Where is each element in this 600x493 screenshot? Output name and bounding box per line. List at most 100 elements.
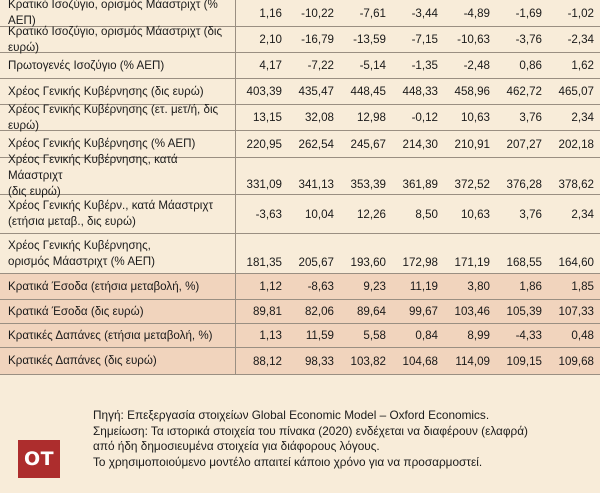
source-note: Πηγή: Επεξεργασία στοιχείων Global Econo…: [93, 408, 490, 422]
row-label: Κρατικά Έσοδα (ετήσια μεταβολή, %): [0, 274, 236, 299]
table-cell: -8,63: [307, 280, 334, 293]
table-cell: 181,35: [246, 256, 282, 269]
row-label-line: Χρέος Γενικής Κυβέρν., κατά Μάαστριχτ: [8, 199, 214, 212]
table-cell: 2,10: [259, 33, 282, 46]
row-label-line: (δις ευρώ): [8, 185, 61, 198]
table-row: Κρατικές Δαπάνες (ετήσια μεταβολή, %) 1,…: [0, 324, 600, 348]
table-cell: 5,58: [363, 329, 386, 342]
table-row: Χρέος Γενικής Κυβέρνησης, κατά Μάαστριχτ…: [0, 153, 600, 198]
table-cell: 205,67: [298, 256, 334, 269]
table-cell: 10,04: [304, 207, 334, 221]
table-cell: 245,67: [350, 137, 386, 151]
table-cell: 82,06: [304, 305, 334, 318]
row-label: Κρατικές Δαπάνες (ετήσια μεταβολή, %): [0, 324, 236, 347]
row-label: Χρέος Γενικής Κυβέρνησης (% ΑΕΠ): [0, 131, 236, 157]
table-cell: 114,09: [455, 354, 490, 368]
table-cell: -16,79: [301, 33, 334, 46]
table-cell: 4,17: [259, 59, 282, 72]
table-cell: 2,34: [571, 111, 594, 124]
table-cell: 361,89: [402, 178, 438, 191]
table-cell: 214,30: [402, 137, 438, 151]
table-cell: -1,35: [411, 59, 438, 72]
table-cell: -10,22: [301, 6, 334, 20]
table-cell: 89,81: [252, 305, 282, 318]
table-cell: 3,80: [467, 280, 490, 293]
table-cell: 9,23: [363, 280, 386, 293]
table-cell: 1,12: [259, 280, 282, 293]
ot-logo: OT: [18, 440, 60, 478]
table-row: Χρέος Γενικής Κυβέρνησης (ετ. μετ/ή, δις…: [0, 103, 600, 132]
table-cell: 1,16: [259, 6, 282, 20]
table-cell: 98,33: [304, 354, 334, 368]
table-cell: 10,63: [460, 207, 490, 221]
table-cell: 403,39: [246, 85, 282, 98]
table-cell: 1,13: [259, 329, 282, 342]
table-row: Χρέος Γενικής Κυβέρνησης (% ΑΕΠ) 220,95 …: [0, 131, 600, 158]
table-cell: 164,60: [558, 256, 594, 269]
table-cell: -4,89: [463, 6, 490, 20]
table-cell: 448,33: [402, 85, 438, 98]
table-cell: 0,86: [519, 59, 542, 72]
table-cell: 107,33: [558, 305, 594, 318]
table-cell: -4,33: [515, 329, 542, 342]
table-cell: -13,59: [353, 33, 386, 46]
table-cell: -0,12: [411, 111, 438, 124]
table-cell: 210,91: [454, 137, 490, 151]
table-cell: 1,86: [519, 280, 542, 293]
table-row: Χρέος Γενικής Κυβέρνησης (δις ευρώ) 403,…: [0, 79, 600, 105]
table-cell: 89,64: [356, 305, 386, 318]
table-cell: 202,18: [558, 137, 594, 151]
table-cell: 168,55: [506, 256, 542, 269]
table-cell: 103,82: [350, 354, 386, 368]
table-cell: 12,98: [356, 111, 386, 124]
table-cell: 3,76: [519, 207, 542, 221]
table-cell: 12,26: [356, 207, 386, 221]
table-cell: 0,48: [571, 329, 594, 342]
table-cell: 1,62: [571, 59, 594, 72]
table-cell: -7,61: [359, 6, 386, 20]
table-cell: 458,96: [454, 85, 490, 98]
table-cell: 32,08: [304, 111, 334, 124]
table-cell: -2,48: [463, 59, 490, 72]
table-cell: 376,28: [506, 178, 542, 191]
note-line: Το χρησιμοποιούμενο μοντέλο απαιτεί κάπο…: [93, 454, 483, 469]
table-cell: -3,63: [255, 207, 282, 221]
table-cell: 103,46: [454, 305, 490, 318]
row-label-line: Χρέος Γενικής Κυβέρνησης,: [8, 238, 151, 252]
footer-notes: Πηγή: Επεξεργασία στοιχείων Global Econo…: [93, 408, 593, 470]
row-label: Χρέος Γενικής Κυβέρνησης (δις ευρώ): [0, 79, 236, 104]
fiscal-data-table: Κρατικό Ισοζύγιο, ορισμός Μάαστριχτ (% Α…: [0, 0, 600, 375]
table-cell: 341,13: [298, 178, 334, 191]
table-cell: 99,67: [408, 305, 438, 318]
table-cell: 105,39: [506, 305, 542, 318]
row-label: Κρατικό Ισοζύγιο, ορισμός Μάαστριχτ (δις…: [0, 25, 236, 54]
table-cell: -1,02: [567, 6, 594, 20]
row-label-line: Χρέος Γενικής Κυβέρνησης, κατά Μάαστριχτ: [8, 153, 178, 182]
row-label-line: (ετήσια μεταβ., δις ευρώ): [8, 215, 136, 228]
table-cell: 465,07: [558, 85, 594, 98]
table-cell: -7,15: [411, 33, 438, 46]
table-cell: 10,63: [460, 111, 490, 124]
table-row: Κρατικά Έσοδα (ετήσια μεταβολή, %) 1,12 …: [0, 274, 600, 300]
table-cell: 2,34: [571, 207, 594, 221]
table-cell: 13,15: [252, 111, 282, 124]
table-cell: -3,76: [515, 33, 542, 46]
table-cell: 462,72: [506, 85, 542, 98]
row-label-line: ορισμός Μάαστριχτ (% ΑΕΠ): [8, 254, 156, 268]
table-cell: -10,63: [457, 33, 490, 46]
table-cell: 331,09: [246, 178, 282, 191]
table-cell: 3,76: [519, 111, 542, 124]
table-cell: -1,69: [515, 6, 542, 20]
table-cell: 171,19: [454, 256, 490, 269]
table-cell: -2,34: [567, 33, 594, 46]
table-cell: 448,45: [350, 85, 386, 98]
table-cell: 1,85: [571, 280, 594, 293]
table-cell: 109,68: [558, 354, 594, 368]
row-label: Χρέος Γενικής Κυβέρνησης (ετ. μετ/ή, δις…: [0, 103, 236, 132]
row-label: Κρατικό Ισοζύγιο, ορισμός Μάαστριχτ (% Α…: [0, 0, 236, 27]
note-line: από ήδη δημοσιευμένα στοιχεία για διάφορ…: [93, 439, 380, 454]
table-cell: 435,47: [298, 85, 334, 98]
table-cell: 11,59: [305, 329, 334, 342]
table-cell: 8,50: [415, 207, 438, 221]
row-label: Κρατικά Έσοδα (δις ευρώ): [0, 300, 236, 323]
